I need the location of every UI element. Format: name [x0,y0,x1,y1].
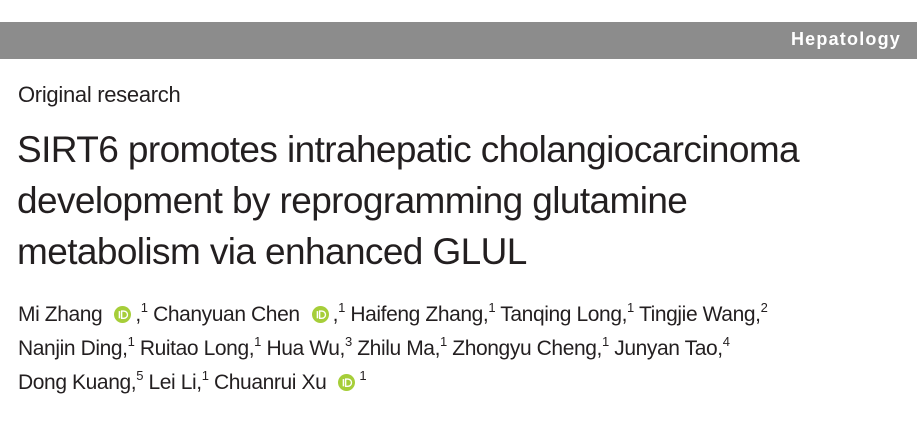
author-name: Mi Zhang [18,303,103,326]
author-line: Dong Kuang,5 Lei Li,1 Chuanrui Xu 1 [18,366,767,400]
article-title: SIRT6 promotes intrahepatic cholangiocar… [17,124,800,277]
orcid-icon[interactable] [311,306,329,323]
affiliation: 1 [254,334,262,349]
orcid-icon[interactable] [114,306,132,323]
journal-bar: Hepatology [0,22,917,59]
affiliation: 2 [760,300,768,315]
author-name: Haifeng Zhang, [350,303,489,326]
affiliation: 1 [127,334,135,349]
journal-name: Hepatology [790,29,901,49]
author-name: Zhongyu Cheng, [452,337,602,360]
author-punct: , [135,303,141,326]
affiliation: 1 [359,368,367,383]
author-name: Chanyuan Chen [153,303,300,326]
author-name: Lei Li, [148,371,202,394]
affiliation: 5 [136,368,144,383]
author-name: Zhilu Ma, [357,337,441,360]
author-name: Tingjie Wang, [638,303,761,326]
author-name: Chuanrui Xu [214,371,327,394]
affiliation: 1 [338,300,345,315]
author-list: Mi Zhang ,1 Chanyuan Chen ,1 Haifeng Zhang… [18,298,768,400]
title-line: SIRT6 promotes intrahepatic cholangiocar… [17,129,800,170]
affiliation: 1 [440,334,447,349]
affiliation: 1 [488,300,496,315]
affiliation: 1 [627,300,634,315]
affiliation: 1 [201,368,209,383]
affiliation: 4 [722,334,730,349]
affiliation: 3 [344,334,352,349]
author-name: Hua Wu, [266,337,345,360]
author-name: Junyan Tao, [614,337,723,360]
author-punct: , [332,303,339,326]
author-name: Ruitao Long, [139,337,255,360]
author-name: Nanjin Ding, [18,337,128,360]
orcid-icon[interactable] [338,374,356,391]
title-line: metabolism via enhanced GLUL [17,231,527,272]
author-name: Dong Kuang, [18,371,137,394]
title-line: development by reprogramming glutamine [17,180,688,221]
author-line: Mi Zhang ,1 Chanyuan Chen ,1 Haifeng Zhang… [18,298,768,332]
article-type: Original research [18,82,181,107]
affiliation: 1 [140,300,148,315]
author-line: Nanjin Ding,1 Ruitao Long,1 Hua Wu,3 Zhi… [18,332,767,366]
author-name: Tanqing Long, [500,303,628,326]
affiliation: 1 [601,334,609,349]
